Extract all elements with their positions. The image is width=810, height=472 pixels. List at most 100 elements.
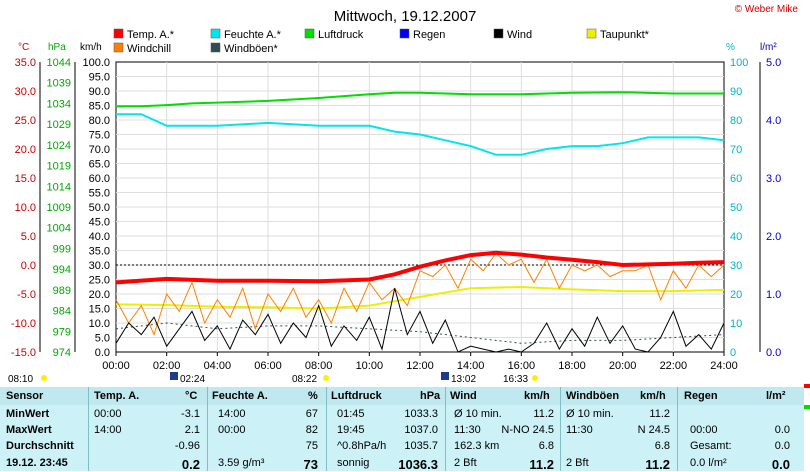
- stat-cell-rain-t: 0.0 l/m²: [690, 457, 727, 469]
- stat-cell-gust-v: 11.2: [649, 408, 670, 420]
- series-windchill: [115, 252, 725, 337]
- tick-label: 0: [730, 347, 736, 359]
- sun-icon: [532, 375, 538, 381]
- stats-rain-unit: l/m²: [766, 390, 786, 402]
- moon-icon: [441, 372, 449, 380]
- sun-icon: [41, 375, 47, 381]
- legend-label: Taupunkt*: [600, 29, 650, 41]
- tick-label: 10.0: [15, 202, 36, 214]
- stat-cell-rain-v: 0.0: [771, 457, 790, 472]
- stat-cell-rain-t: Gesamt:: [690, 440, 732, 452]
- tick-label: 40.0: [89, 231, 110, 243]
- stat-cell-hum-v: 67: [305, 408, 318, 420]
- divider: [445, 387, 446, 471]
- legend-swatch: [399, 28, 410, 39]
- stats-hum-unit: %: [308, 390, 318, 402]
- series-feuchte-a: [116, 113, 725, 156]
- tick-label: 989: [53, 285, 71, 297]
- tick-label: 30.0: [15, 86, 36, 98]
- tick-label: 20: [730, 289, 742, 301]
- legend-label: Wind: [507, 29, 532, 41]
- series-luftdruck: [116, 91, 724, 108]
- divider: [560, 387, 561, 471]
- humidity-unit: %: [726, 42, 735, 53]
- pressure-unit: hPa: [48, 42, 66, 53]
- legend-label: Regen: [413, 29, 445, 41]
- stat-cell-label: Durchschnitt: [6, 440, 74, 452]
- tick-label: 75.0: [89, 130, 110, 142]
- x-tick-label: 08:00: [305, 360, 333, 372]
- stat-cell-hum-v: 73: [303, 457, 318, 472]
- stat-cell-label: MaxWert: [6, 424, 52, 436]
- legend-swatch: [493, 28, 504, 39]
- tick-label: 45.0: [89, 217, 110, 229]
- stat-cell-temp-v: -0.96: [174, 440, 200, 452]
- stat-cell-press-t: 01:45: [337, 408, 365, 420]
- x-tick-label: 18:00: [558, 360, 586, 372]
- series-temp-a: [115, 250, 725, 285]
- x-tick-label: 06:00: [254, 360, 282, 372]
- tick-label: 979: [53, 326, 71, 338]
- tick-label: 80.0: [89, 115, 110, 127]
- stats-header-bar: [0, 387, 804, 405]
- legend-label: Luftdruck: [318, 29, 364, 41]
- tick-label: -5.0: [17, 289, 36, 301]
- stat-cell-gust-v: N 24.5: [637, 424, 670, 436]
- legend-swatch: [304, 28, 315, 39]
- stat-cell-wind-t: Ø 10 min.: [454, 408, 502, 420]
- stats-rain-header: Regen: [684, 390, 718, 402]
- time-markers: 08:10 02:24 08:22 13:02 16:33: [8, 372, 538, 385]
- tick-label: 90.0: [89, 86, 110, 98]
- tick-label: 15.0: [15, 173, 36, 185]
- rain-unit: l/m²: [760, 42, 777, 53]
- stat-cell-press-t: sonnig: [337, 457, 370, 469]
- tick-label: 35.0: [89, 246, 110, 258]
- legend-swatch: [586, 28, 597, 39]
- tick-label: 50: [730, 202, 742, 214]
- chart-title: Mittwoch, 19.12.2007: [334, 8, 477, 25]
- stat-cell-hum-v: 75: [305, 440, 318, 452]
- tick-label: 994: [53, 264, 71, 276]
- tick-label: 20.0: [15, 144, 36, 156]
- stat-cell-gust-t: 11:30: [566, 424, 593, 436]
- stat-cell-rain-v: 0.0: [774, 440, 790, 452]
- tick-label: 20.0: [89, 289, 110, 301]
- stats-temp-unit: °C: [185, 390, 198, 402]
- stat-cell-wind-v: 6.8: [538, 440, 554, 452]
- tick-label: 100: [730, 57, 748, 69]
- stat-cell-temp-t: 00:00: [94, 408, 122, 420]
- tick-label: 1019: [47, 161, 71, 173]
- sun-icon: [323, 375, 329, 381]
- legend-label: Windböen*: [224, 43, 279, 55]
- moon-icon: [170, 372, 178, 380]
- tick-label: 5.0: [766, 57, 781, 69]
- tick-label: 0.0: [766, 347, 781, 359]
- divider: [207, 387, 208, 471]
- tick-label: 2.0: [766, 231, 781, 243]
- divider: [326, 387, 327, 471]
- tick-label: 30: [730, 260, 742, 272]
- x-tick-label: 04:00: [204, 360, 232, 372]
- stat-cell-temp-v: 0.2: [181, 457, 200, 472]
- wind-unit: km/h: [80, 42, 102, 53]
- tick-label: 10: [730, 318, 742, 330]
- tick-label: 95.0: [89, 72, 110, 84]
- stat-cell-temp-t: 14:00: [94, 424, 122, 436]
- stats-gust-header: Windböen: [566, 390, 620, 402]
- stat-cell-hum-v: 82: [305, 424, 318, 436]
- tick-label: 10.0: [89, 318, 110, 330]
- edge-marker: [804, 405, 810, 409]
- tick-label: 4.0: [766, 115, 781, 127]
- stat-cell-rain-v: 0.0: [774, 424, 790, 436]
- stat-cell-press-t: 19:45: [337, 424, 365, 436]
- legend-label: Windchill: [127, 43, 171, 55]
- tick-label: 1029: [47, 119, 71, 131]
- stat-cell-press-v: 1033.3: [404, 408, 438, 420]
- tick-label: -10.0: [11, 318, 36, 330]
- stat-cell-wind-v: 11.2: [529, 457, 554, 472]
- tick-label: 80: [730, 115, 742, 127]
- x-tick-label: 02:00: [153, 360, 181, 372]
- tick-label: 30.0: [89, 260, 110, 272]
- tick-label: 1034: [47, 98, 71, 110]
- tick-label: 65.0: [89, 159, 110, 171]
